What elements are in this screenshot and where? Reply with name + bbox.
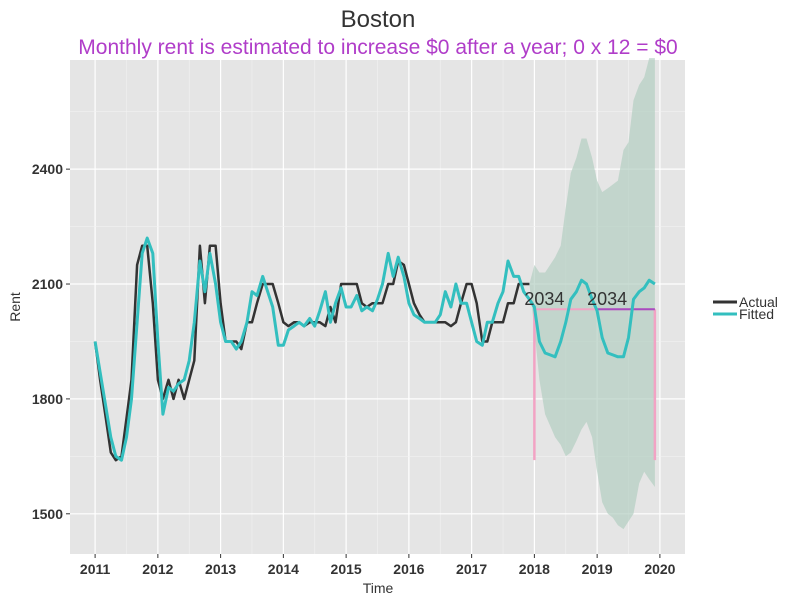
y-tick-label-2400: 2400 xyxy=(32,161,63,177)
x-axis-title: Time xyxy=(363,580,394,596)
x-tick-label-2020: 2020 xyxy=(644,561,675,577)
series-line-fitted xyxy=(93,236,656,462)
annotation-1: 2034 xyxy=(524,289,564,309)
reference-lines xyxy=(533,308,657,461)
x-tick-label-2019: 2019 xyxy=(582,561,613,577)
chart-title: Boston xyxy=(341,6,416,33)
x-tick-label-2016: 2016 xyxy=(393,561,424,577)
x-tick-label-2018: 2018 xyxy=(519,561,550,577)
x-axis: 2011 2012 2013 2014 2015 2016 2017 2018 2019 2020 xyxy=(80,554,676,577)
x-tick-label-2017: 2017 xyxy=(456,561,487,577)
y-axis-title: Rent xyxy=(7,292,23,322)
y-tick-label-2100: 2100 xyxy=(32,276,63,292)
y-tick-label-1800: 1800 xyxy=(32,391,63,407)
x-tick-label-2015: 2015 xyxy=(331,561,362,577)
annotation-2: 2034 xyxy=(587,289,627,309)
x-tick-label-2013: 2013 xyxy=(205,561,236,577)
legend-label-fitted: Fitted xyxy=(739,306,774,322)
y-tick-label-1500: 1500 xyxy=(32,506,63,522)
y-axis: 1500 1800 2100 2400 xyxy=(32,161,70,522)
annotations: 2034 2034 xyxy=(524,289,627,309)
x-tick-label-2012: 2012 xyxy=(142,561,173,577)
forecast-band xyxy=(529,58,655,530)
legend-label-actual: Actual xyxy=(739,294,778,310)
x-tick-label-2014: 2014 xyxy=(268,561,299,577)
x-tick-label-2011: 2011 xyxy=(80,561,111,577)
series-lines xyxy=(93,236,656,462)
chart-subtitle: Monthly rent is estimated to increase $0… xyxy=(78,36,677,59)
